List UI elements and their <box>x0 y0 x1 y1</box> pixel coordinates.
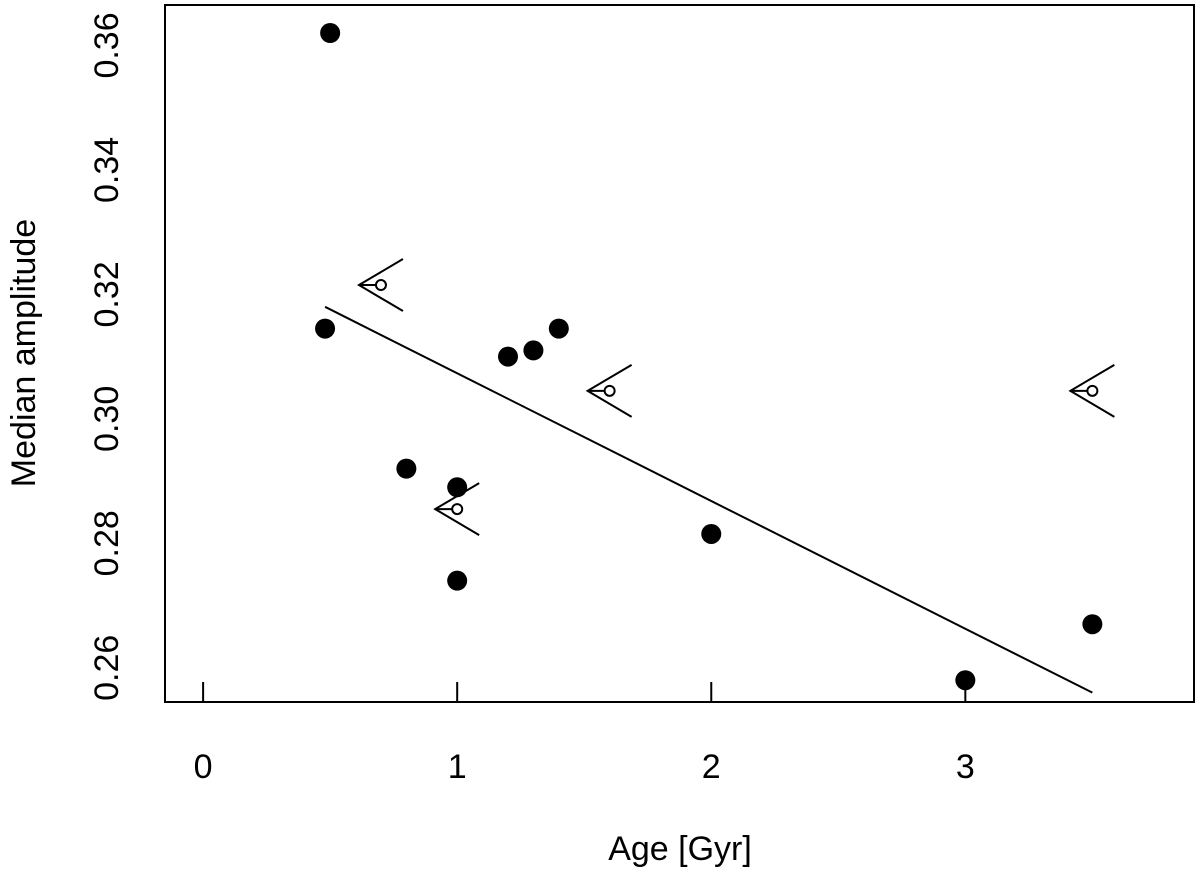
axes: 0 1 2 3 0.26 0.28 0.30 0.32 0.34 0.36 <box>88 4 1195 786</box>
data-point <box>548 318 569 339</box>
upper-limit-arrowhead <box>356 258 404 312</box>
data-point <box>523 340 544 361</box>
data-point <box>498 346 518 367</box>
plot-frame <box>164 4 1195 703</box>
fit-line <box>324 305 1093 694</box>
x-axis-title: Age [Gyr] <box>608 830 752 868</box>
data-point <box>447 477 468 498</box>
data-point <box>447 570 468 591</box>
upper-limit-marker <box>433 482 480 536</box>
data-point <box>955 670 976 691</box>
upper-limit-arrowhead <box>585 363 633 418</box>
y-tick-label: 0.34 <box>88 137 126 203</box>
x-tick-label: 3 <box>956 748 975 786</box>
y-tick-label: 0.32 <box>88 261 126 327</box>
upper-limit-markers <box>356 258 1115 536</box>
data-point <box>1082 614 1103 635</box>
upper-limit-arrowhead <box>1068 363 1115 418</box>
y-tick-label: 0.30 <box>88 386 126 452</box>
y-axis-title: Median amplitude <box>5 219 43 487</box>
x-tick-label: 0 <box>194 748 213 786</box>
upper-limit-marker <box>585 363 633 418</box>
y-tick-label: 0.28 <box>88 510 126 576</box>
data-points <box>315 23 1103 691</box>
data-point <box>701 523 722 544</box>
upper-limit-marker <box>1068 363 1115 418</box>
fit-line-layer <box>324 305 1093 694</box>
upper-limit-point <box>374 279 387 292</box>
data-point <box>320 23 341 44</box>
x-tick-label: 2 <box>702 748 721 786</box>
upper-limit-point <box>1086 384 1099 397</box>
upper-limit-point <box>451 503 464 516</box>
upper-limit-marker <box>356 258 404 312</box>
data-point <box>315 318 336 339</box>
upper-limit-point <box>603 384 616 397</box>
x-tick-label: 1 <box>448 748 467 786</box>
upper-limit-arrowhead <box>433 482 480 536</box>
y-tick-label: 0.36 <box>88 12 126 78</box>
y-tick-label: 0.26 <box>88 635 126 701</box>
data-point <box>396 458 417 479</box>
